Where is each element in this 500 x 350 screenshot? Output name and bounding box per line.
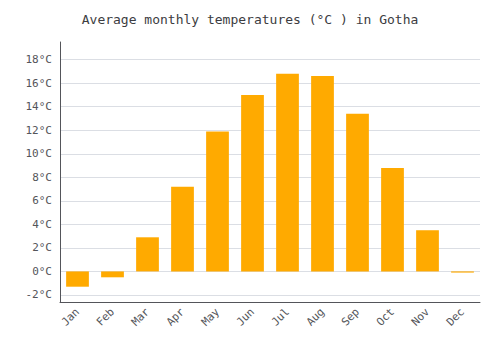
svg-text:4°C: 4°C: [32, 218, 52, 231]
svg-text:0°C: 0°C: [32, 265, 52, 278]
svg-text:Feb: Feb: [94, 305, 117, 328]
svg-text:Sep: Sep: [339, 305, 362, 328]
svg-text:Jan: Jan: [59, 305, 82, 328]
svg-text:8°C: 8°C: [32, 171, 52, 184]
svg-text:-2°C: -2°C: [26, 288, 53, 301]
svg-text:Dec: Dec: [444, 305, 467, 328]
svg-text:Jun: Jun: [234, 305, 257, 328]
svg-text:14°C: 14°C: [26, 100, 53, 113]
svg-text:16°C: 16°C: [26, 77, 53, 90]
svg-text:6°C: 6°C: [32, 194, 52, 207]
svg-text:10°C: 10°C: [26, 147, 53, 160]
svg-text:Apr: Apr: [164, 305, 187, 328]
svg-text:Oct: Oct: [374, 305, 397, 328]
svg-text:12°C: 12°C: [26, 124, 53, 137]
svg-text:Mar: Mar: [129, 305, 152, 328]
svg-text:May: May: [199, 305, 222, 328]
svg-text:Jul: Jul: [269, 305, 292, 328]
svg-text:Aug: Aug: [304, 305, 327, 328]
svg-text:Nov: Nov: [409, 305, 432, 328]
svg-text:Average monthly temperatures (: Average monthly temperatures (°C ) in Go…: [82, 12, 419, 27]
svg-text:18°C: 18°C: [26, 53, 53, 66]
svg-text:2°C: 2°C: [32, 241, 52, 254]
